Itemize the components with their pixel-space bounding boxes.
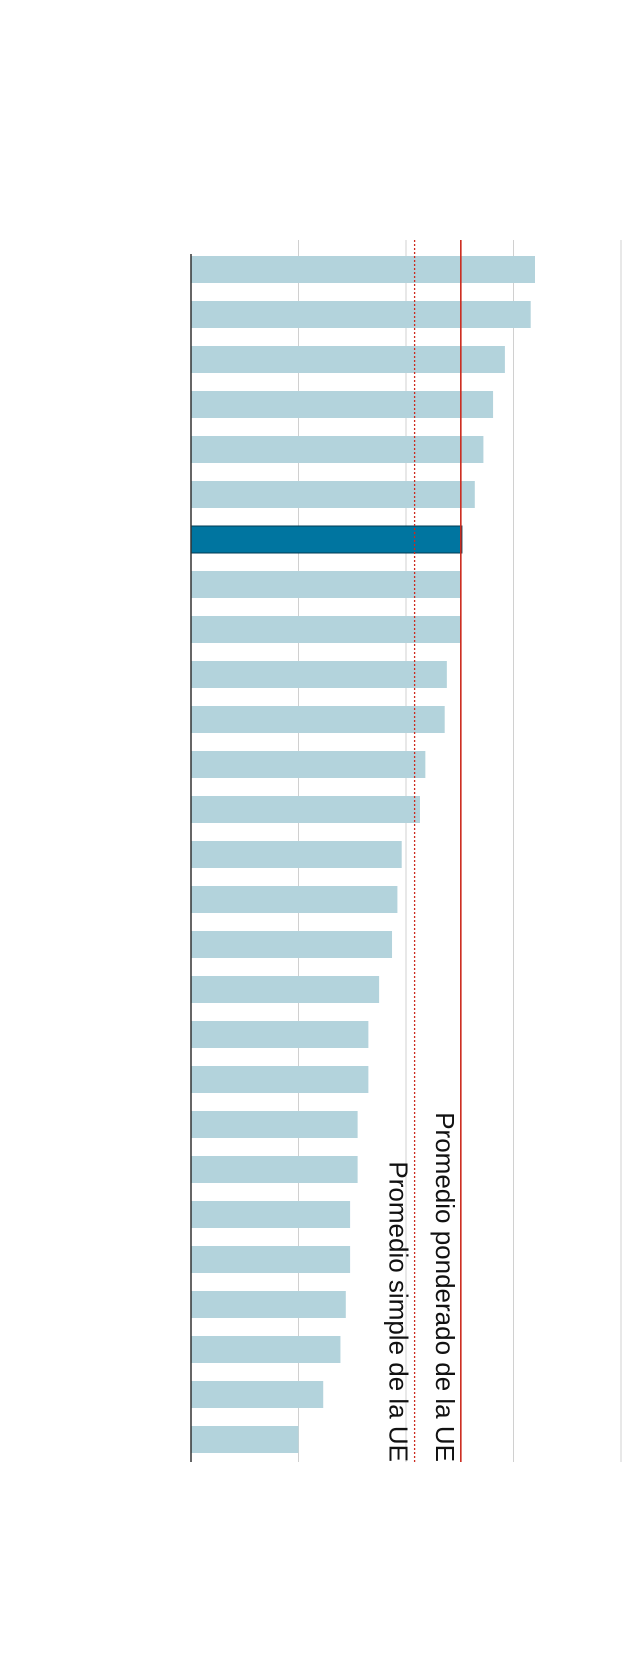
reference-label-1: Promedio simple de la UE <box>384 1161 414 1462</box>
bar <box>191 301 531 328</box>
bar <box>191 481 475 508</box>
bar <box>191 976 380 1003</box>
reference-lines: Promedio simple de la UE Promedio pondera… <box>384 240 462 1462</box>
bar <box>191 1336 341 1363</box>
bar <box>191 931 393 958</box>
bar <box>191 1291 346 1318</box>
bars <box>190 256 535 1453</box>
bar <box>191 256 535 283</box>
bar <box>191 391 494 418</box>
bar <box>191 1201 351 1228</box>
bar <box>191 571 461 598</box>
bar <box>191 1111 358 1138</box>
bar-highlighted <box>190 525 463 554</box>
reference-label-2: Promedio ponderado de la UE <box>430 1112 460 1462</box>
bar <box>191 1246 351 1273</box>
bar <box>191 661 447 688</box>
bar <box>191 886 398 913</box>
bar <box>191 1021 369 1048</box>
bar <box>191 796 420 823</box>
bar <box>191 841 402 868</box>
bar <box>191 436 484 463</box>
bar <box>191 616 461 643</box>
bar <box>191 751 426 778</box>
bar <box>191 1381 324 1408</box>
bar <box>191 346 505 373</box>
bar <box>191 1066 369 1093</box>
bar <box>191 1426 299 1453</box>
bar <box>191 706 445 733</box>
bar <box>191 1156 358 1183</box>
